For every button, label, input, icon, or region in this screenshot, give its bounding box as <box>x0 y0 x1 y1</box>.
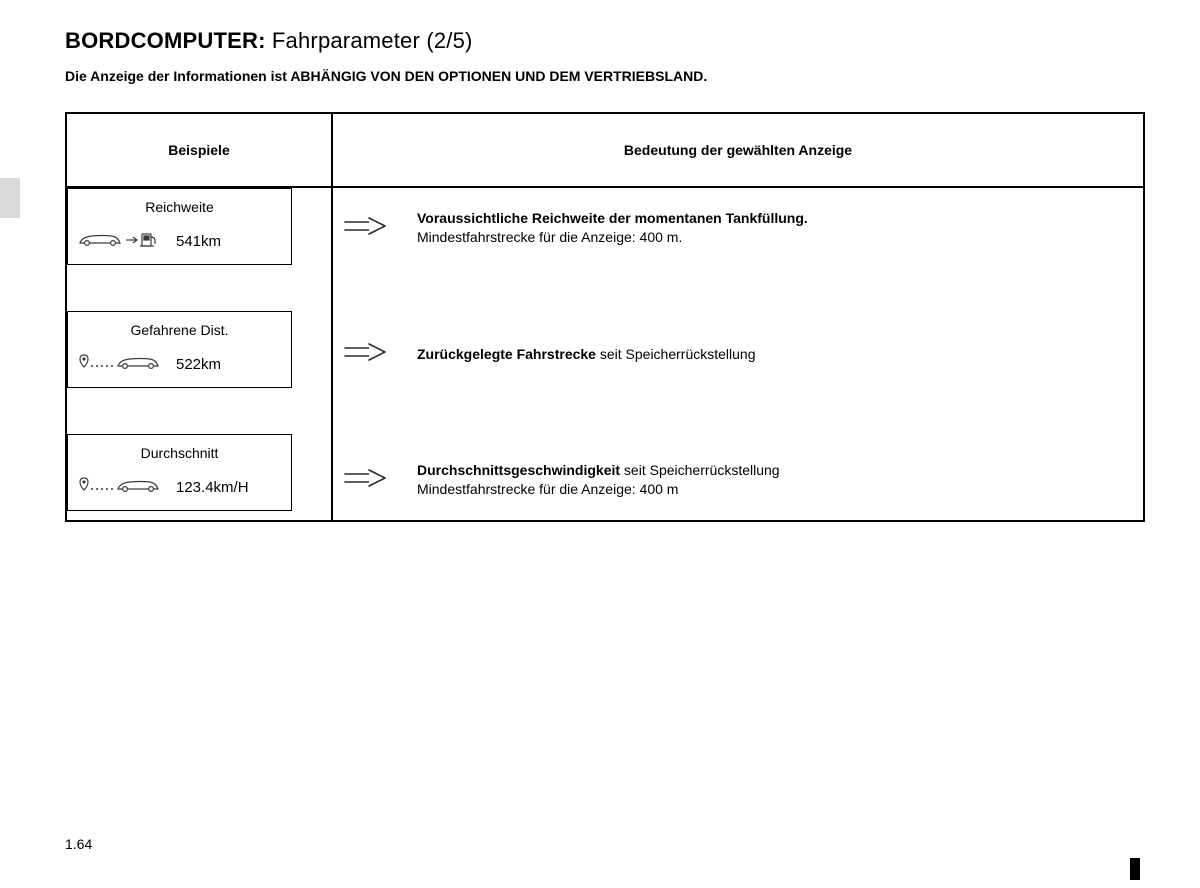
page-title: BORDCOMPUTER: Fahrparameter (2/5) <box>65 28 1145 54</box>
col-header-examples: Beispiele <box>66 113 332 187</box>
display-label: Durchschnitt <box>78 445 281 461</box>
crop-mark <box>1130 858 1140 880</box>
meaning-rest: seit Speicherrückstellung <box>596 346 756 362</box>
page-content: BORDCOMPUTER: Fahrparameter (2/5) Die An… <box>0 0 1200 522</box>
page-subtitle: Die Anzeige der Informationen ist ABHÄNG… <box>65 68 1145 84</box>
col-header-meaning: Bedeutung der gewählten Anzeige <box>332 113 1144 187</box>
meaning-row-range: Voraussichtliche Reichweite der momentan… <box>333 188 1143 268</box>
meaning-row-average: Durchschnittsgeschwindigkeit seit Speich… <box>333 440 1143 520</box>
display-value: 123.4km/H <box>176 479 249 496</box>
display-box-distance: Gefahrene Dist. <box>67 311 292 388</box>
meaning-row-distance: Zurückgelegte Fahrstrecke seit Speicherr… <box>333 314 1143 394</box>
display-label: Gefahrene Dist. <box>78 322 281 338</box>
meaning-rest: seit Speicherrückstellung <box>620 462 780 478</box>
meaning-text: Zurückgelegte Fahrstrecke seit Speicherr… <box>417 345 756 364</box>
meaning-bold: Voraussichtliche Reichweite der momentan… <box>417 210 808 226</box>
side-tab <box>0 178 20 218</box>
display-box-average: Durchschnitt <box>67 434 292 511</box>
arrow-right-icon <box>343 217 389 240</box>
meaning-bold: Durchschnittsgeschwindigkeit <box>417 462 620 478</box>
meaning-text: Durchschnittsgeschwindigkeit seit Speich… <box>417 461 780 499</box>
display-label: Reichweite <box>78 199 281 215</box>
pin-to-car-icon <box>78 475 160 500</box>
arrow-right-icon <box>343 469 389 492</box>
meaning-line2: Mindestfahrstrecke für die Anzeige: 400 … <box>417 481 678 497</box>
meaning-line2: Mindestfahrstrecke für die Anzeige: 400 … <box>417 229 682 245</box>
meaning-text: Voraussichtliche Reichweite der momentan… <box>417 209 808 247</box>
pin-to-car-icon <box>78 352 160 377</box>
display-value: 541km <box>176 233 221 250</box>
page-number: 1.64 <box>65 836 92 852</box>
title-strong: BORDCOMPUTER: <box>65 28 266 53</box>
meaning-bold: Zurückgelegte Fahrstrecke <box>417 346 596 362</box>
display-box-range: Reichweite <box>67 188 292 265</box>
display-value: 522km <box>176 356 221 373</box>
parameters-table: Beispiele Bedeutung der gewählten Anzeig… <box>65 112 1145 522</box>
arrow-right-icon <box>343 343 389 366</box>
car-to-pump-icon <box>78 229 160 254</box>
title-rest: Fahrparameter (2/5) <box>266 28 473 53</box>
